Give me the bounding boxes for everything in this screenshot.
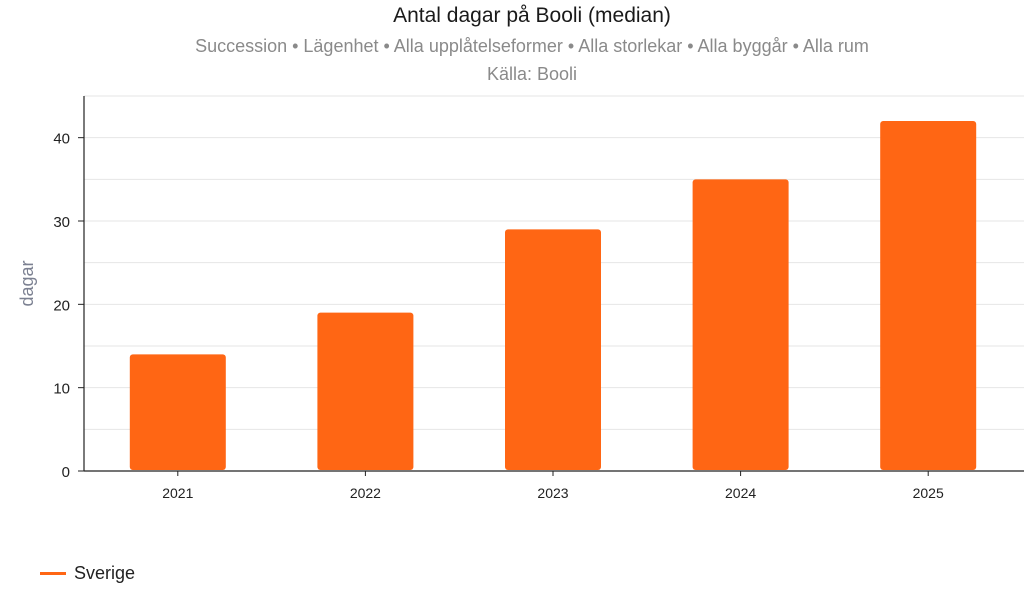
y-axis-label: dagar [17, 260, 37, 306]
legend-swatch-sverige [40, 572, 66, 575]
y-tick-label: 20 [53, 297, 70, 314]
chart-title: Antal dagar på Booli (median) [393, 4, 671, 27]
legend-label-sverige: Sverige [74, 563, 136, 583]
x-tick-label: 2025 [913, 485, 944, 501]
y-tick-label: 0 [62, 464, 70, 481]
x-tick-label: 2022 [350, 485, 381, 501]
bars [129, 121, 977, 471]
tick-labels: 2021 2022 2023 2024 2025 0 10 20 30 40 [53, 131, 944, 501]
bar-2023 [505, 229, 601, 470]
x-tick-label: 2024 [725, 485, 756, 501]
y-tick-label: 10 [53, 381, 70, 398]
y-tick-label: 30 [53, 214, 70, 231]
x-tick-label: 2021 [162, 485, 193, 501]
legend: Sverige [40, 563, 135, 584]
chart-source: Källa: Booli [486, 64, 578, 84]
bar-2022 [317, 312, 414, 470]
x-tick-label: 2023 [537, 485, 568, 501]
bar-2025 [880, 121, 977, 470]
chart-subtitle: Succession • Lägenhet • Alla upplåtelsef… [195, 36, 869, 56]
bar-2021 [129, 354, 226, 470]
y-tick-label: 40 [53, 131, 70, 148]
bar-2024 [692, 179, 789, 471]
axes [78, 96, 1024, 476]
